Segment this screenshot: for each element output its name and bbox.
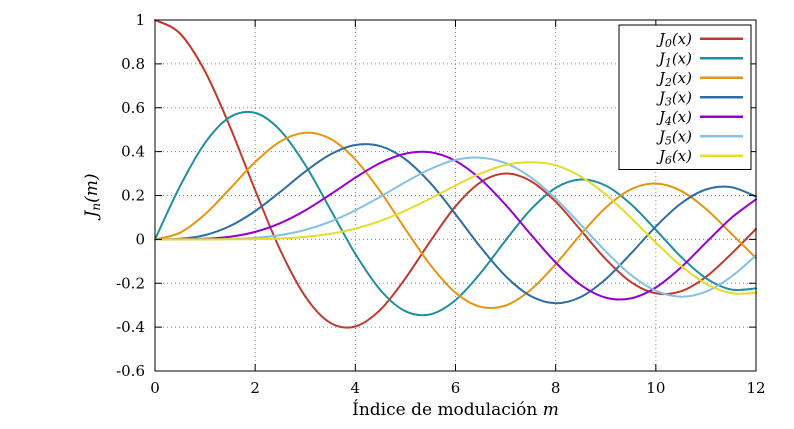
series-line-J6 (154, 161, 757, 295)
series-line-J5 (154, 156, 757, 298)
series-line-J3 (154, 143, 757, 305)
legend-label-J4: J4(x) (656, 108, 692, 128)
y-tick-label: -0.4 (116, 318, 145, 336)
x-tick-label: 6 (451, 379, 461, 397)
y-axis-label: Jn(m) (82, 174, 103, 221)
legend-label-J6: J6(x) (656, 147, 692, 167)
x-tick-label: 4 (351, 379, 361, 397)
y-tick-label: 1 (135, 11, 145, 29)
y-tick-label: 0.6 (121, 99, 145, 117)
y-tick-label: -0.6 (116, 362, 145, 380)
legend-label-J5: J5(x) (656, 127, 692, 147)
y-tick-label: 0.2 (121, 187, 145, 205)
series-line-J2 (154, 131, 757, 310)
legend: J0(x)J1(x)J2(x)J3(x)J4(x)J5(x)J6(x) (618, 24, 752, 170)
legend-label-J1: J1(x) (656, 49, 692, 69)
y-tick-label: -0.2 (116, 274, 145, 292)
series-group (154, 19, 757, 329)
y-tick-label: 0 (135, 230, 145, 248)
legend-label-J2: J2(x) (656, 69, 692, 89)
series-line-J0 (154, 19, 757, 329)
y-tick-labels: -0.6 -0.4 -0.2 0 0.2 0.4 0.6 0.8 1 (116, 11, 145, 380)
y-tick-label: 0.4 (121, 143, 145, 161)
x-tick-label: 8 (551, 379, 561, 397)
y-tick-label: 0.8 (121, 55, 145, 73)
x-tick-label: 10 (646, 379, 665, 397)
x-tick-label: 2 (250, 379, 260, 397)
series-line-J1 (154, 110, 757, 317)
legend-label-J0: J0(x) (656, 30, 692, 50)
x-tick-label: 12 (746, 379, 765, 397)
x-tick-labels: 0 2 4 6 8 10 12 (150, 379, 765, 397)
x-tick-label: 0 (150, 379, 160, 397)
x-axis-label: Índice de modulación m (352, 399, 559, 420)
legend-label-J3: J3(x) (656, 88, 692, 108)
